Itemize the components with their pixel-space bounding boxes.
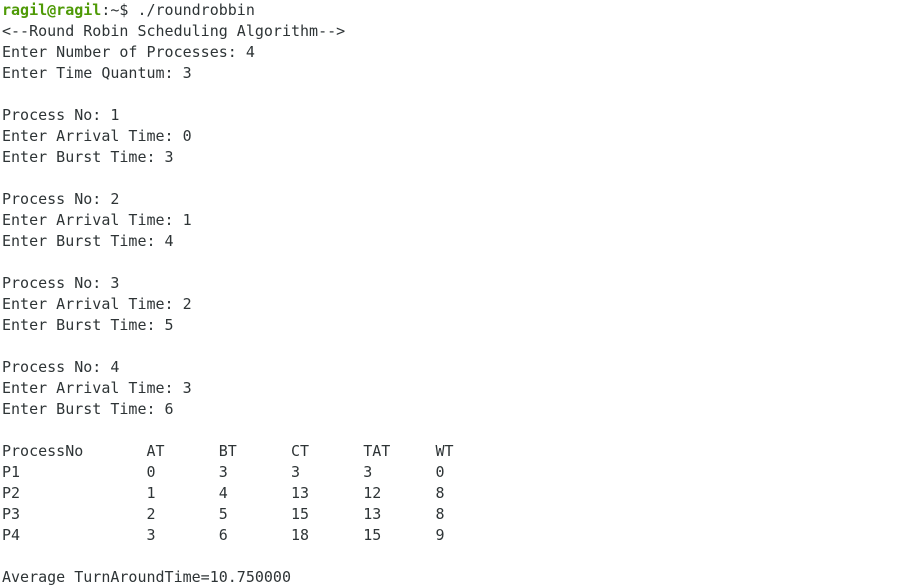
process-line: Enter Burst Time: 6: [2, 400, 174, 418]
table-cell: 15: [363, 526, 382, 544]
table-cell: 6: [218, 526, 228, 544]
table-cell: 0: [146, 463, 156, 481]
table-cell: 13: [290, 484, 310, 502]
prompt-line: ragil@ragil:~$ ./roundrobbin: [2, 0, 255, 21]
prompt-path: :~$: [101, 1, 129, 19]
process-line: Process No: 1: [2, 106, 120, 124]
process-line: Process No: 3: [2, 274, 120, 292]
process-line: Enter Burst Time: 4: [2, 232, 174, 250]
table-header: ProcessNo: [2, 442, 84, 460]
process-line: Enter Arrival Time: 3: [2, 379, 192, 397]
table-cell: 18: [290, 526, 310, 544]
table-cell: P3: [2, 505, 21, 523]
table-cell: P4: [2, 526, 21, 544]
process-line: Enter Arrival Time: 2: [2, 295, 192, 313]
table-header: AT: [146, 442, 165, 460]
table-cell: 13: [363, 505, 382, 523]
process-line: Enter Burst Time: 3: [2, 148, 174, 166]
table-header: BT: [218, 442, 237, 460]
table-cell: 3: [363, 463, 373, 481]
table-header: CT: [290, 442, 310, 460]
table-cell: 4: [218, 484, 228, 502]
process-line: Enter Arrival Time: 0: [2, 127, 192, 145]
table-cell: 12: [363, 484, 382, 502]
process-line: Enter Burst Time: 5: [2, 316, 174, 334]
table-cell: 9: [435, 526, 445, 544]
table-cell: 5: [218, 505, 228, 523]
output-line: <--Round Robin Scheduling Algorithm-->: [2, 22, 346, 40]
output-line: Enter Number of Processes: 4: [2, 43, 255, 61]
output-line: Enter Time Quantum: 3: [2, 64, 192, 82]
table-cell: 3: [218, 463, 228, 481]
table-header: WT: [435, 442, 454, 460]
table-cell: 3: [146, 526, 156, 544]
table-cell: 1: [146, 484, 156, 502]
table-cell: P1: [2, 463, 21, 481]
process-line: Enter Arrival Time: 1: [2, 211, 192, 229]
process-line: Process No: 2: [2, 190, 120, 208]
table-cell: 8: [435, 484, 445, 502]
table-cell: P2: [2, 484, 21, 502]
table-cell: 8: [435, 505, 445, 523]
prompt-command: ./roundrobbin: [137, 1, 255, 19]
table-header: TAT: [363, 442, 391, 460]
footer-line: Average TurnAroundTime=10.750000: [2, 568, 291, 586]
table-cell: 15: [290, 505, 310, 523]
table-cell: 0: [435, 463, 445, 481]
table-cell: 3: [290, 463, 300, 481]
prompt-user: ragil@ragil: [2, 1, 102, 19]
process-line: Process No: 4: [2, 358, 120, 376]
table-cell: 2: [146, 505, 156, 523]
